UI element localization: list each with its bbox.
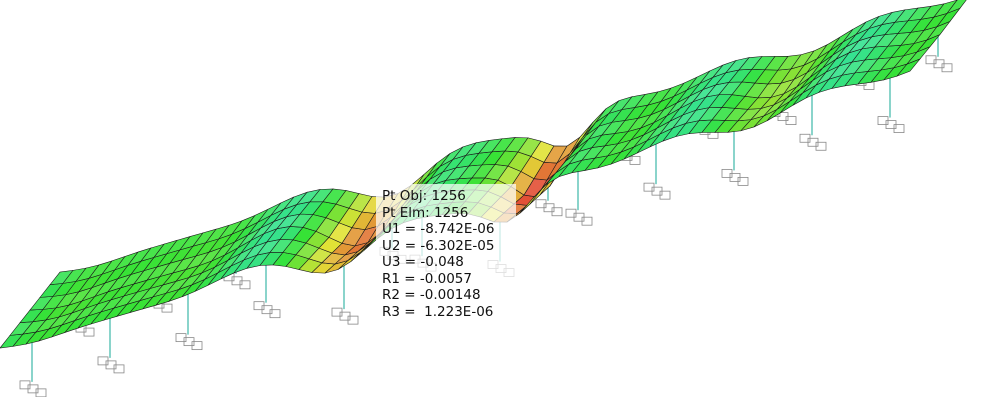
tooltip-line: R1 = -0.0057 xyxy=(382,271,510,288)
tooltip-line: U1 = -8.742E-06 xyxy=(382,221,510,238)
tooltip-line: U3 = -0.048 xyxy=(382,254,510,271)
tooltip-line: R3 = 1.223E-06 xyxy=(382,304,510,321)
page: Pt Obj: 1256Pt Elm: 1256U1 = -8.742E-06U… xyxy=(0,0,981,397)
tooltip-line: Pt Elm: 1256 xyxy=(382,205,510,222)
tooltip-line: U2 = -6.302E-05 xyxy=(382,238,510,255)
tooltip-line: R2 = -0.00148 xyxy=(382,287,510,304)
tooltip-line: Pt Obj: 1256 xyxy=(382,188,510,205)
